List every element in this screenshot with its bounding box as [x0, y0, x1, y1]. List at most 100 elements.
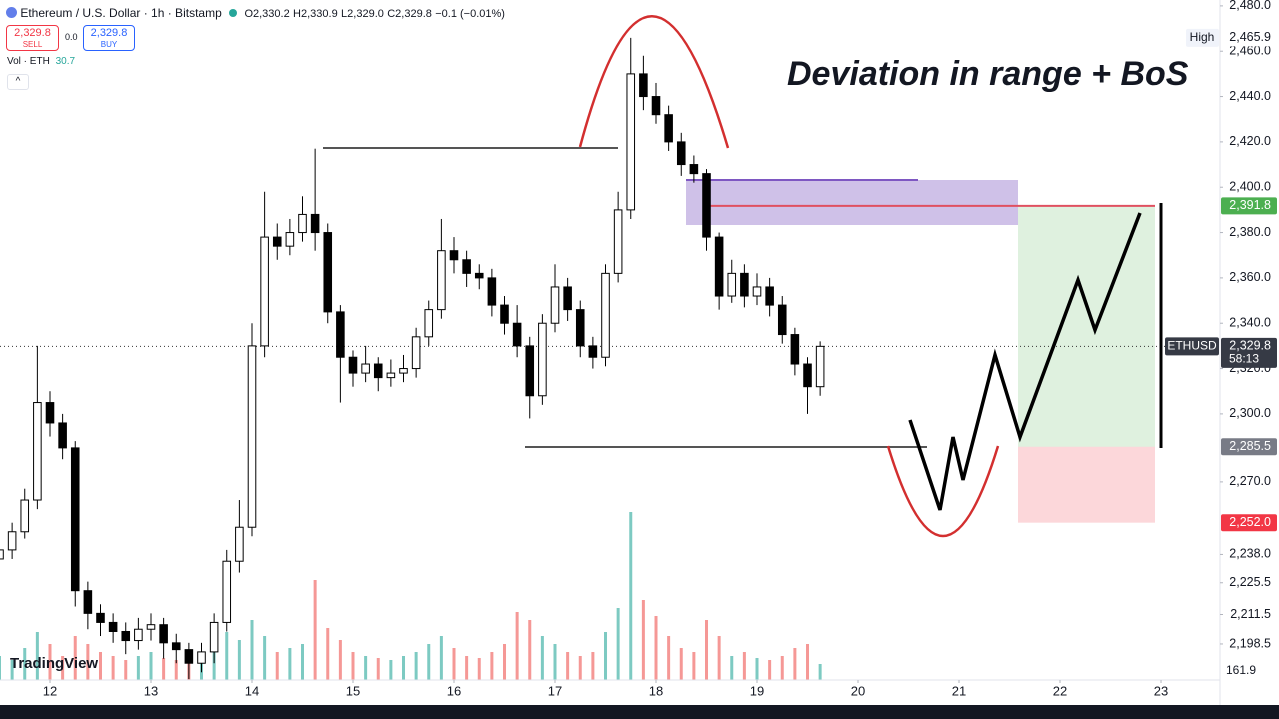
volume-bar: [237, 640, 241, 680]
candle-body: [424, 309, 434, 338]
volume-bar: [313, 580, 317, 680]
candle-body: [777, 304, 787, 336]
volume-bar: [591, 652, 595, 680]
candle-body: [550, 286, 560, 324]
candle-body: [121, 630, 131, 642]
candle-body: [197, 651, 206, 664]
sell-button[interactable]: 2,329.8 SELL: [6, 25, 59, 51]
candle-body: [626, 73, 636, 211]
symbol-icon: [6, 7, 17, 18]
volume-bar: [124, 660, 128, 680]
candle-body: [7, 531, 17, 551]
symbol: Ethereum / U.S. Dollar · 1h · Bitstamp: [20, 6, 222, 20]
volume-bar: [629, 512, 633, 680]
x-tick-label: 18: [649, 683, 663, 698]
target-zone: [1018, 205, 1155, 447]
x-tick-label: 20: [851, 683, 865, 698]
volume-bar: [540, 636, 544, 680]
candle-body: [184, 649, 194, 664]
price-label-tag: [1186, 28, 1219, 47]
candle-body: [411, 336, 421, 370]
candle-body: [171, 642, 181, 651]
volume-bar: [338, 640, 342, 680]
volume-value: 30.7: [55, 56, 76, 67]
background-layer: [0, 205, 1220, 523]
price-label: 2,391.8: [1229, 198, 1271, 212]
volume-bar: [48, 644, 52, 680]
volume-bar: [654, 616, 658, 680]
candle-body: [222, 560, 232, 623]
candle-body: [45, 402, 55, 424]
volume-bar: [0, 656, 1, 680]
candle-body: [815, 345, 825, 388]
x-tick-label: 13: [144, 683, 158, 698]
candle-body: [336, 311, 345, 358]
volume-bar: [250, 620, 254, 680]
candle-body: [361, 363, 370, 374]
y-tick-label: 2,420.0: [1229, 134, 1271, 148]
volume-bar: [73, 636, 77, 680]
x-tick-label: 22: [1053, 683, 1067, 698]
volume-bar: [35, 632, 39, 680]
countdown: 58:13: [1229, 352, 1259, 366]
volume-bar: [326, 628, 330, 680]
y-tick-label: 2,360.0: [1229, 270, 1271, 284]
stop-zone: [1018, 446, 1155, 523]
candle-body: [399, 368, 408, 374]
candle-body: [790, 334, 800, 365]
candle-body: [689, 164, 699, 175]
volume-bar: [376, 658, 380, 680]
candle-body: [348, 356, 358, 374]
drawings: Deviation in range + BoS: [323, 15, 1189, 537]
volume-bar: [389, 660, 393, 680]
buy-button[interactable]: 2,329.8 BUY: [83, 25, 135, 51]
volume-bar: [578, 656, 582, 680]
candle-body: [601, 272, 610, 358]
volume-bar: [477, 658, 481, 680]
candle-body: [209, 621, 219, 653]
y-tick-label: 2,380.0: [1229, 225, 1271, 239]
price-label: 2,252.0: [1229, 515, 1271, 529]
volume-bar: [692, 652, 696, 680]
volume-legend: Vol · ETH 30.7: [7, 56, 75, 67]
y-tick-label: 2,400.0: [1229, 180, 1271, 194]
price-label: 2,285.5: [1229, 439, 1271, 453]
volume-bar: [364, 656, 368, 680]
candle-body: [474, 272, 484, 279]
candle-body: [639, 73, 648, 98]
volume-bar: [793, 648, 797, 680]
spread: 0.0: [65, 32, 78, 42]
candle-body: [373, 363, 383, 379]
volume-bar: [439, 636, 443, 680]
candle-body: [538, 322, 547, 397]
ohlc-close: C2,329.8: [387, 8, 432, 20]
volume-bar: [780, 656, 784, 680]
volume-bar: [730, 656, 734, 680]
collapse-button[interactable]: ^: [7, 74, 29, 90]
volume-bar: [806, 644, 810, 680]
candle-body: [588, 345, 598, 358]
candle-body: [752, 286, 762, 297]
candle-body: [272, 236, 282, 247]
candle-body: [159, 624, 168, 644]
candle-body: [0, 549, 4, 560]
x-tick-label: 14: [245, 683, 259, 698]
volume-bar: [679, 648, 683, 680]
brand: TradingView: [10, 655, 98, 672]
volume-bar: [604, 632, 608, 680]
candle-body: [386, 372, 396, 379]
volume-name: Vol · ETH: [7, 56, 50, 67]
candle-body: [83, 590, 93, 614]
y-tick-label: 2,238.0: [1229, 547, 1271, 561]
candle-body: [714, 236, 724, 297]
volume-bar: [263, 636, 267, 680]
candle-body: [765, 286, 774, 306]
volume-bar: [162, 658, 166, 680]
candle-body: [740, 272, 749, 297]
volume-axis-label: 161.9: [1226, 663, 1256, 677]
candle-body: [512, 322, 522, 347]
price-label-name: ETHUSD: [1167, 339, 1217, 353]
candle-body: [33, 402, 42, 501]
